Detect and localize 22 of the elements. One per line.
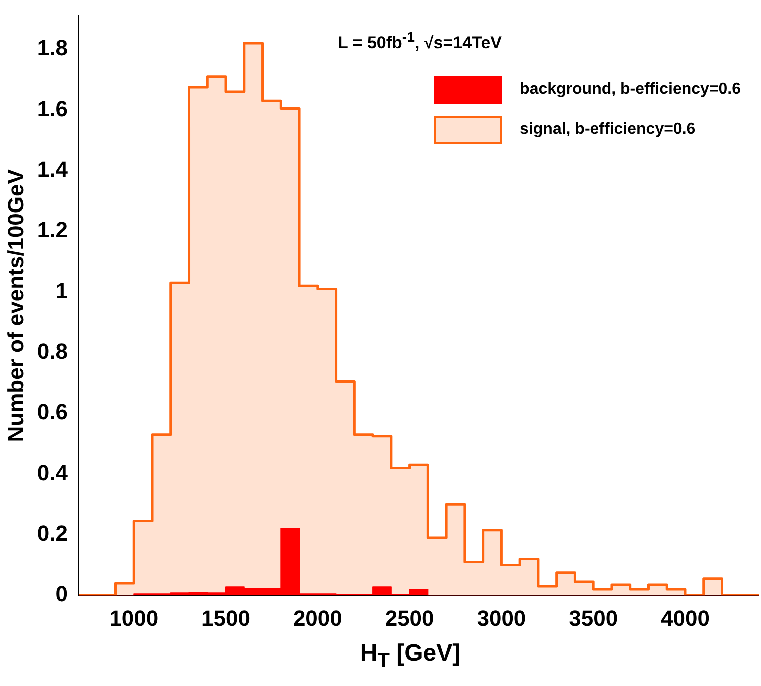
annotation: L = 50fb$^{-1}$, √s=14TeV xyxy=(338,30,502,54)
y-tick-label: 1.8 xyxy=(37,36,68,61)
y-tick-label: 0.2 xyxy=(37,520,68,546)
x-tick-label: 3500 xyxy=(569,606,618,631)
x-axis-title: H$_{T}$ [GeV] xyxy=(359,640,462,673)
y-tick-label: 0 xyxy=(56,582,68,607)
y-axis-title: Number of events/100GeV xyxy=(3,169,28,442)
legend-label: background, b-efficiency=0.6 xyxy=(520,81,741,99)
y-tick-label: 0.8 xyxy=(37,338,68,364)
x-tick-label: 2000 xyxy=(293,606,342,631)
x-tick-label: 4000 xyxy=(661,606,710,631)
y-tick-label: 0.4 xyxy=(37,460,69,486)
y-tick-label: 1.4 xyxy=(37,156,69,182)
x-tick-label: 3000 xyxy=(477,606,526,631)
y-tick-label: 1.2 xyxy=(37,218,68,243)
x-tick-label: 1000 xyxy=(110,606,159,631)
y-tick-label: 0.6 xyxy=(37,400,68,425)
y-tick-label: 1 xyxy=(56,278,68,304)
legend-label: signal, b-efficiency=0.6 xyxy=(520,121,696,139)
x-tick-label: 2500 xyxy=(385,606,434,631)
y-tick-label: 1.6 xyxy=(37,96,68,122)
x-tick-label: 1500 xyxy=(202,606,250,631)
